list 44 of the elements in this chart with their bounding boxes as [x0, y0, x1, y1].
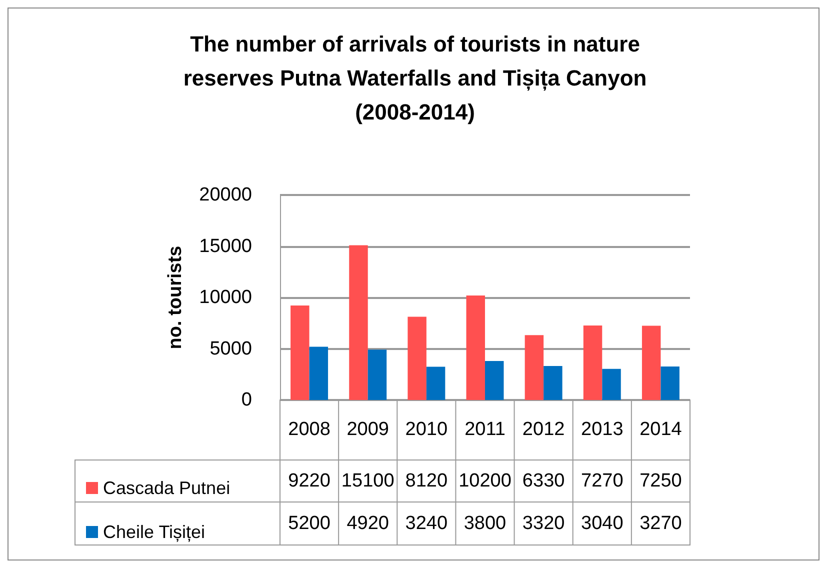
x-tick-label: 2012	[522, 419, 565, 440]
bar	[642, 326, 661, 400]
bar	[583, 325, 602, 400]
legend-label: Cascada Putnei	[103, 478, 230, 498]
x-tick-label: 2013	[581, 419, 624, 440]
x-tick-label: 2010	[405, 419, 448, 440]
bar	[602, 368, 621, 400]
bar	[426, 366, 446, 400]
data-label: 8120	[405, 470, 448, 492]
bar	[544, 366, 562, 400]
data-label: 3800	[464, 513, 506, 534]
chart-title: The number of arrivals of tourists in nature reserves Putna Waterfalls and Tișița Canyon (2008-2014)	[183, 32, 647, 124]
data-label: 5200	[288, 513, 330, 534]
bar	[368, 350, 387, 400]
data-label: 7270	[581, 470, 624, 492]
data-label: 10200	[458, 470, 512, 492]
y-tick-label: 10000	[199, 287, 252, 308]
bar	[408, 316, 426, 400]
x-tick-label: 2008	[288, 419, 330, 440]
y-tick-label: 20000	[199, 184, 252, 206]
legend-label: Cheile Tișiței	[103, 522, 206, 542]
data-label: 7250	[640, 470, 682, 492]
x-tick-label: 2014	[640, 419, 682, 440]
y-tick-label: 0	[241, 390, 252, 410]
bar	[290, 305, 310, 400]
bar	[309, 346, 328, 400]
y-tick-label: 5000	[210, 338, 252, 360]
data-label: 3270	[640, 513, 682, 534]
bar	[485, 361, 504, 400]
bar	[524, 335, 544, 400]
data-label: 3040	[581, 513, 624, 534]
data-label: 4920	[346, 513, 389, 534]
data-label: 9220	[288, 470, 330, 492]
bar	[660, 366, 680, 400]
x-tick-label: 2011	[464, 419, 506, 440]
data-label: 3320	[522, 513, 565, 534]
data-label: 6330	[522, 470, 565, 492]
y-axis-title: no. tourists	[165, 246, 186, 350]
bar	[349, 245, 368, 400]
data-label: 3240	[405, 513, 448, 534]
x-tick-label: 2009	[346, 419, 389, 440]
y-tick-label: 15000	[199, 236, 252, 257]
bar	[466, 295, 485, 400]
data-label: 15100	[341, 470, 394, 492]
